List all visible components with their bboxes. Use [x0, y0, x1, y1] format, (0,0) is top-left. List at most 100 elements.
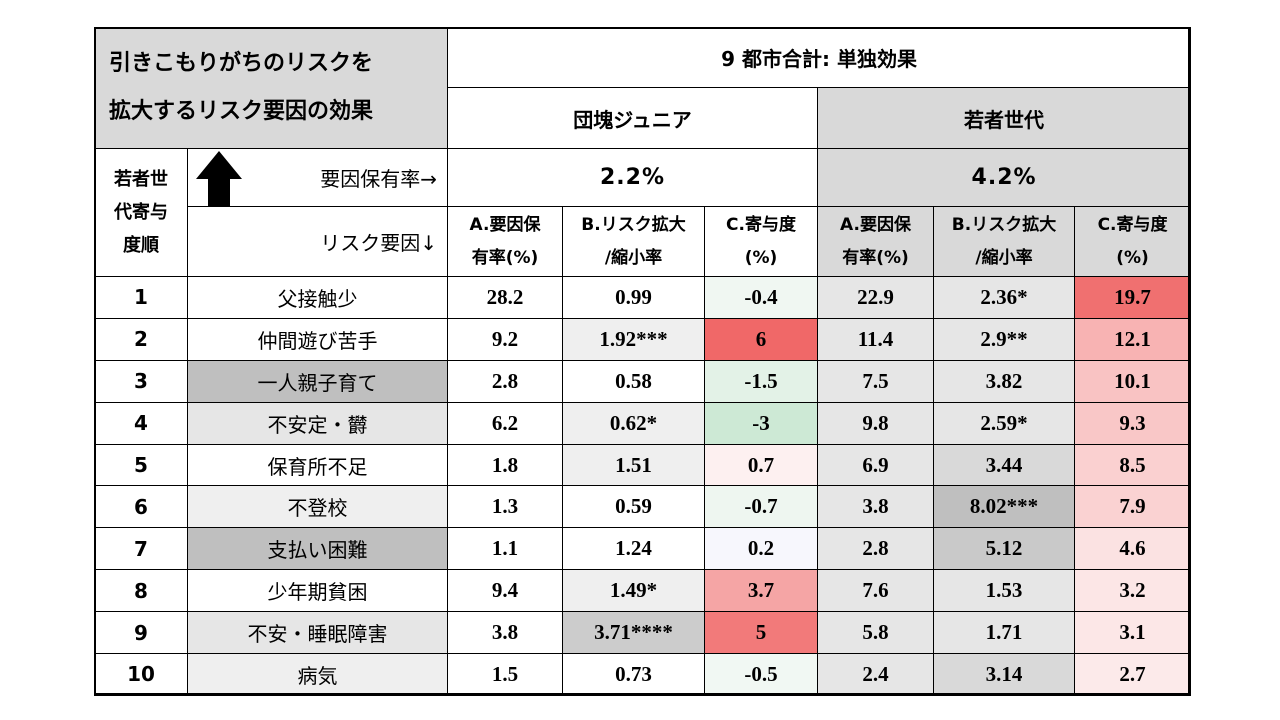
- rate-label-cell: 要因保有率→: [186, 148, 449, 207]
- b1-cell: 0.99: [562, 276, 706, 319]
- c2-cell: 7.9: [1074, 485, 1192, 529]
- table-title: 引きこもりがちのリスクを 拡大するリスク要因の効果: [93, 27, 449, 149]
- c1-cell: -0.5: [704, 653, 819, 696]
- table-row: 1 父接触少 28.2 0.99 -0.4 22.9 2.36* 19.7: [94, 276, 1192, 319]
- rank-cell: 5: [94, 443, 188, 487]
- table-row: 2 仲間遊び苦手 9.2 1.92*** 6 11.4 2.9** 12.1: [94, 317, 1192, 361]
- b2-cell: 2.59*: [933, 401, 1076, 445]
- table-row: 7 支払い困難 1.1 1.24 0.2 2.8 5.12 4.6: [94, 527, 1192, 571]
- table-row: 9 不安・睡眠障害 3.8 3.71**** 5 5.8 1.71 3.1: [94, 611, 1192, 655]
- c2-cell: 10.1: [1074, 359, 1192, 403]
- col-b1-header: B.リスク拡大/縮小率: [562, 206, 706, 277]
- c2-cell: 3.2: [1074, 569, 1192, 613]
- b1-cell: 1.24: [562, 527, 706, 571]
- b2-cell: 1.53: [933, 569, 1076, 613]
- col-c1-header: C.寄与度 (%): [704, 206, 819, 277]
- c1-cell: 6: [704, 317, 819, 361]
- factor-cell: 不登校: [186, 485, 449, 529]
- main-header: 9 都市合計: 単独効果: [447, 27, 1192, 88]
- a2-cell: 11.4: [817, 317, 935, 361]
- b1-cell: 1.49*: [562, 569, 706, 613]
- c1-cell: 3.7: [704, 569, 819, 613]
- table-title-line1: 引きこもりがちのリスクを: [109, 51, 374, 76]
- rank-cell: 2: [94, 317, 188, 361]
- b2-cell: 1.71: [933, 611, 1076, 655]
- rank-label-cell: 若者世 代寄与 度順: [94, 148, 188, 277]
- b1-cell: 1.51: [562, 443, 706, 487]
- rank-cell: 10: [94, 653, 188, 696]
- a2-cell: 22.9: [817, 276, 935, 319]
- c2-cell: 8.5: [1074, 443, 1192, 487]
- b2-cell: 3.82: [933, 359, 1076, 403]
- b1-cell: 0.58: [562, 359, 706, 403]
- c2-cell: 3.1: [1074, 611, 1192, 655]
- b2-cell: 8.02***: [933, 485, 1076, 529]
- rank-cell: 6: [94, 485, 188, 529]
- a2-cell: 2.8: [817, 527, 935, 571]
- rank-cell: 9: [94, 611, 188, 655]
- b2-cell: 3.14: [933, 653, 1076, 696]
- factor-cell: 病気: [186, 653, 449, 696]
- factor-label: リスク要因↓: [320, 231, 438, 255]
- table-row: 6 不登校 1.3 0.59 -0.7 3.8 8.02*** 7.9: [94, 485, 1192, 529]
- c2-cell: 2.7: [1074, 653, 1192, 696]
- c1-cell: 0.2: [704, 527, 819, 571]
- factor-cell: 保育所不足: [186, 443, 449, 487]
- col-c2-header: C.寄与度 (%): [1074, 206, 1192, 277]
- factor-cell: 一人親子育て: [186, 359, 449, 403]
- col-b2-header: B.リスク拡大/縮小率: [933, 206, 1076, 277]
- rank-cell: 8: [94, 569, 188, 613]
- col-a2-header: A.要因保 有率(%): [817, 206, 935, 277]
- c2-cell: 9.3: [1074, 401, 1192, 445]
- table-row: 4 不安定・欝 6.2 0.62* -3 9.8 2.59* 9.3: [94, 401, 1192, 445]
- rank-cell: 4: [94, 401, 188, 445]
- c1-cell: -0.4: [704, 276, 819, 319]
- c2-cell: 19.7: [1074, 276, 1192, 319]
- a1-cell: 28.2: [447, 276, 564, 319]
- b2-cell: 5.12: [933, 527, 1076, 571]
- group1-rate: 2.2%: [447, 148, 819, 207]
- rate-label: 要因保有率→: [320, 167, 438, 191]
- group1-header: 団塊ジュニア: [447, 87, 819, 149]
- c2-cell: 4.6: [1074, 527, 1192, 571]
- a2-cell: 9.8: [817, 401, 935, 445]
- b1-cell: 0.59: [562, 485, 706, 529]
- b2-cell: 3.44: [933, 443, 1076, 487]
- rank-label-1: 若者世: [114, 169, 168, 190]
- table-title-line2: 拡大するリスク要因の効果: [109, 99, 374, 124]
- rank-label-3: 度順: [123, 235, 159, 256]
- c1-cell: -3: [704, 401, 819, 445]
- c2-cell: 12.1: [1074, 317, 1192, 361]
- a2-cell: 3.8: [817, 485, 935, 529]
- a1-cell: 3.8: [447, 611, 564, 655]
- group2-rate: 4.2%: [817, 148, 1192, 207]
- a1-cell: 9.2: [447, 317, 564, 361]
- factor-cell: 仲間遊び苦手: [186, 317, 449, 361]
- table-row: 5 保育所不足 1.8 1.51 0.7 6.9 3.44 8.5: [94, 443, 1192, 487]
- a1-cell: 9.4: [447, 569, 564, 613]
- rank-cell: 3: [94, 359, 188, 403]
- factor-cell: 不安・睡眠障害: [186, 611, 449, 655]
- b1-cell: 1.92***: [562, 317, 706, 361]
- c1-cell: -0.7: [704, 485, 819, 529]
- c1-cell: 0.7: [704, 443, 819, 487]
- b2-cell: 2.9**: [933, 317, 1076, 361]
- rank-cell: 1: [94, 276, 188, 319]
- a2-cell: 2.4: [817, 653, 935, 696]
- b1-cell: 0.62*: [562, 401, 706, 445]
- a1-cell: 1.3: [447, 485, 564, 529]
- c1-cell: 5: [704, 611, 819, 655]
- a1-cell: 6.2: [447, 401, 564, 445]
- group2-header: 若者世代: [817, 87, 1192, 149]
- b1-cell: 0.73: [562, 653, 706, 696]
- factor-cell: 不安定・欝: [186, 401, 449, 445]
- c1-cell: -1.5: [704, 359, 819, 403]
- a1-cell: 2.8: [447, 359, 564, 403]
- col-a1-header: A.要因保 有率(%): [447, 206, 564, 277]
- rank-label-2: 代寄与: [114, 202, 168, 223]
- up-arrow-icon: [196, 151, 242, 206]
- a1-cell: 1.1: [447, 527, 564, 571]
- table-row: 10 病気 1.5 0.73 -0.5 2.4 3.14 2.7: [94, 653, 1192, 696]
- b1-cell: 3.71****: [562, 611, 706, 655]
- factor-label-cell: リスク要因↓: [186, 206, 449, 277]
